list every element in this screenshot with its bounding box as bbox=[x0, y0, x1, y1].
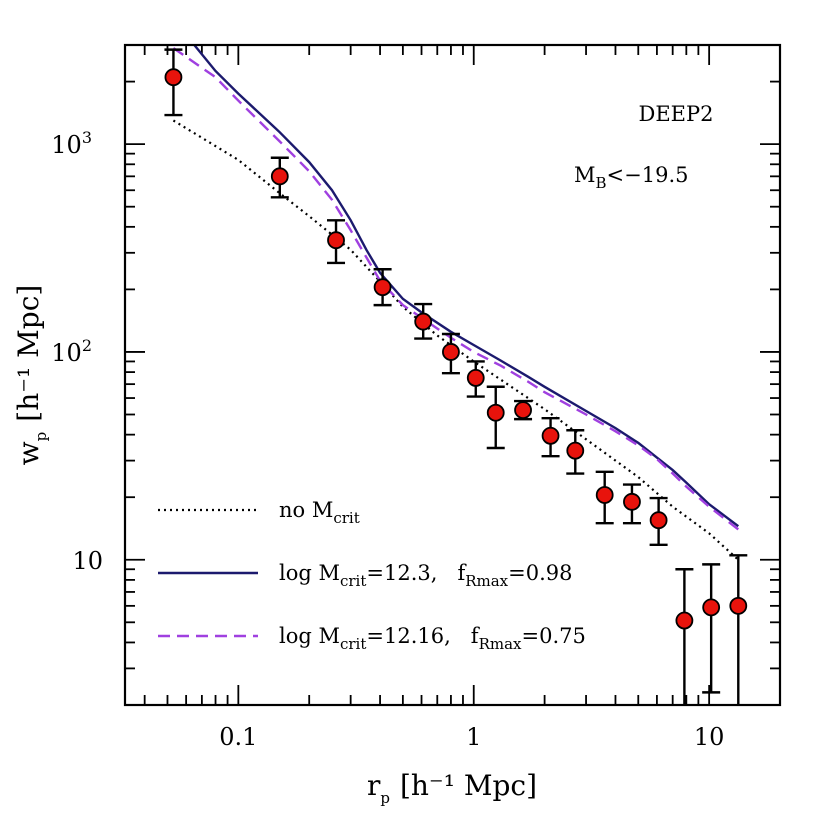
data-point bbox=[566, 441, 585, 460]
y-tick-label: 102 bbox=[51, 336, 92, 367]
x-tick-label: 0.1 bbox=[219, 723, 257, 751]
plot-frame bbox=[123, 43, 782, 707]
legend-label-no_mcrit: no Mcrit bbox=[279, 498, 360, 527]
data-point bbox=[702, 598, 721, 617]
y-tick-label: 10 bbox=[72, 547, 103, 575]
data-point bbox=[486, 403, 505, 422]
y-tick-labels: 10 102 103 bbox=[51, 128, 103, 575]
data-point bbox=[623, 492, 641, 511]
data-point bbox=[649, 511, 668, 530]
data-point bbox=[514, 401, 532, 420]
axis-ticks bbox=[125, 44, 781, 706]
x-tick-label: 10 bbox=[694, 723, 725, 751]
data-point bbox=[270, 167, 289, 186]
model-curves bbox=[172, 45, 740, 561]
x-axis-title: rp [h⁻¹ Mpc] bbox=[367, 769, 537, 807]
curve-mcrit_12_3 bbox=[193, 45, 740, 528]
data-point bbox=[675, 611, 694, 630]
y-tick-label: 103 bbox=[51, 128, 92, 159]
data-point bbox=[373, 278, 392, 297]
data-point bbox=[729, 596, 748, 615]
data-point bbox=[541, 426, 560, 445]
data-point bbox=[414, 312, 433, 331]
legend-label-mcrit_12_3: log Mcrit=12.3, fRmax=0.98 bbox=[279, 561, 573, 590]
x-tick-labels: 0.1 1 10 bbox=[219, 723, 724, 751]
data-point bbox=[164, 68, 183, 87]
data-point bbox=[442, 343, 460, 361]
y-axis-title: wp[h⁻¹ Mpc] bbox=[12, 285, 50, 466]
legend: no Mcrit log Mcrit=12.3, fRmax=0.98 log Mc… bbox=[158, 498, 586, 653]
legend-label-mcrit_12_16: log Mcrit=12.16, fRmax=0.75 bbox=[279, 624, 586, 653]
curve-mcrit_12_16 bbox=[172, 47, 740, 531]
x-tick-label: 1 bbox=[466, 723, 481, 751]
data-point bbox=[327, 231, 345, 250]
magnitude-cut-label: MB<−19.5 bbox=[574, 163, 689, 192]
error-bars bbox=[164, 48, 748, 705]
data-point bbox=[595, 486, 614, 504]
data-markers bbox=[164, 68, 748, 630]
sample-label: DEEP2 bbox=[639, 102, 714, 126]
data-point bbox=[466, 369, 485, 387]
